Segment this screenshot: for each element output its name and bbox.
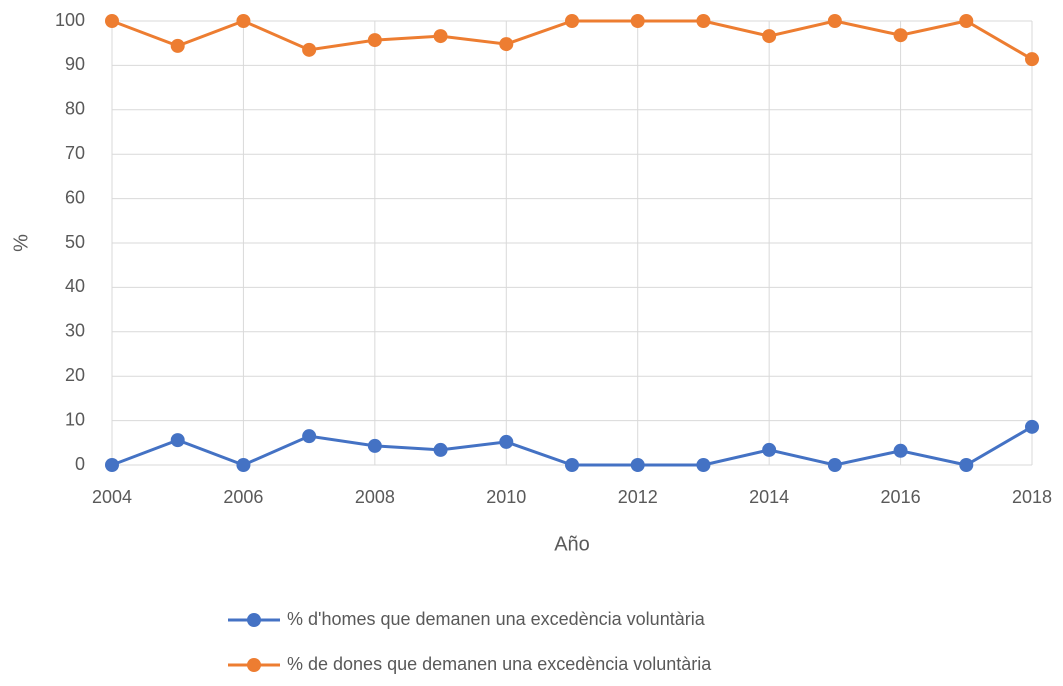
series-marker: [827, 14, 842, 28]
y-tick-label: 50: [65, 232, 85, 252]
x-tick-label: 2016: [881, 487, 921, 507]
legend-label: % d'homes que demanen una excedència vol…: [287, 609, 706, 629]
y-tick-label: 10: [65, 409, 85, 429]
y-tick-label: 0: [75, 454, 85, 474]
series-marker: [367, 438, 382, 453]
x-tick-label: 2004: [92, 487, 132, 507]
legend-label: % de dones que demanen una excedència vo…: [287, 654, 712, 674]
series-marker: [170, 38, 185, 53]
series-marker: [696, 458, 711, 472]
x-tick-label: 2010: [486, 487, 526, 507]
x-tick-label: 2014: [749, 487, 789, 507]
series-marker: [893, 28, 908, 43]
y-tick-label: 100: [55, 10, 85, 30]
series-marker: [630, 14, 645, 28]
x-tick-label: 2008: [355, 487, 395, 507]
series-marker: [170, 433, 185, 448]
series-marker: [499, 37, 514, 52]
series-marker: [959, 14, 974, 28]
series-marker: [630, 458, 645, 472]
y-axis-label: %: [10, 234, 32, 252]
series-marker: [1025, 52, 1039, 67]
series-marker: [367, 33, 382, 48]
y-tick-label: 60: [65, 187, 85, 207]
x-axis-label: Año: [554, 533, 590, 555]
legend-marker: [247, 613, 261, 627]
series-marker: [302, 429, 317, 444]
series-marker: [236, 458, 251, 472]
x-tick-label: 2006: [223, 487, 263, 507]
series-marker: [105, 14, 119, 28]
series-marker: [302, 42, 317, 57]
y-tick-label: 40: [65, 276, 85, 296]
series-marker: [499, 434, 514, 449]
x-tick-label: 2018: [1012, 487, 1052, 507]
series-marker: [893, 443, 908, 458]
y-tick-label: 30: [65, 321, 85, 341]
series-marker: [236, 14, 251, 28]
series-marker: [565, 14, 579, 28]
series-marker: [762, 442, 777, 457]
x-tick-label: 2012: [618, 487, 658, 507]
series-marker: [433, 442, 448, 457]
y-tick-label: 20: [65, 365, 85, 385]
series-marker: [565, 458, 579, 472]
y-tick-label: 70: [65, 143, 85, 163]
y-tick-label: 90: [65, 54, 85, 74]
series-marker: [696, 14, 711, 28]
y-tick-label: 80: [65, 99, 85, 119]
series-marker: [1025, 419, 1039, 434]
series-marker: [762, 29, 777, 44]
series-marker: [827, 458, 842, 472]
series-marker: [105, 458, 119, 472]
series-marker: [959, 458, 974, 472]
legend-marker: [247, 658, 261, 672]
series-marker: [433, 29, 448, 44]
